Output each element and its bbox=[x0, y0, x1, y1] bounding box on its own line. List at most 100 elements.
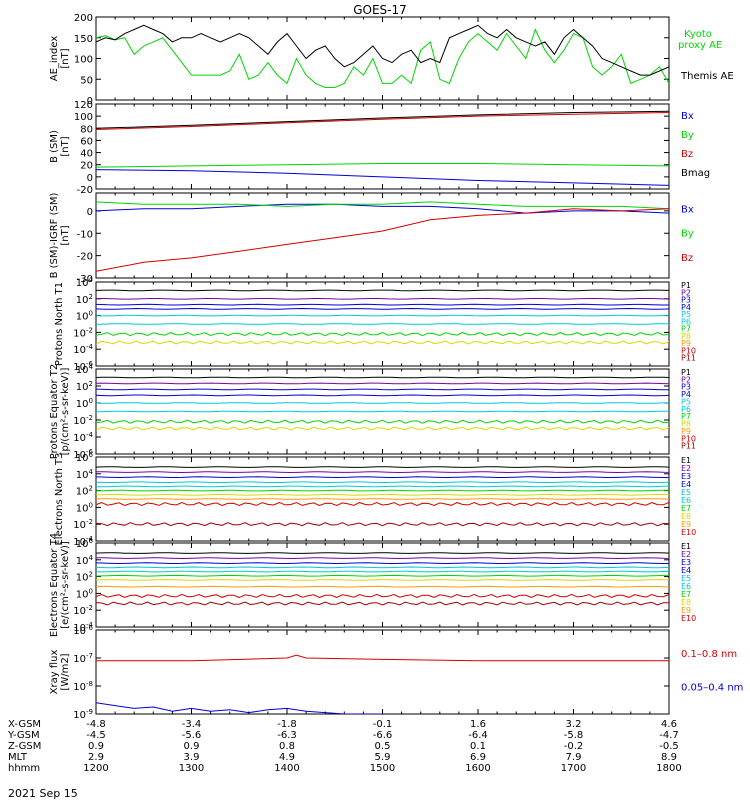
legend-entry: Kyoto proxy AE bbox=[678, 29, 722, 51]
y-tick-label: 0 bbox=[87, 96, 93, 107]
y-tick-label: 10-2 bbox=[73, 518, 93, 531]
y-tick-label: -30 bbox=[77, 274, 93, 285]
panel-frame bbox=[95, 103, 670, 190]
legend-entry: E2 bbox=[681, 550, 691, 559]
axis-row-value: 7.9 bbox=[566, 752, 582, 763]
y-tick-label: 10-4 bbox=[73, 535, 93, 548]
legend-entry: 0.1–0.8 nm bbox=[681, 649, 737, 660]
legend-entry: P5 bbox=[681, 397, 691, 406]
legend-entry: Bz bbox=[681, 149, 693, 160]
axis-row-value: -0.1 bbox=[373, 719, 393, 730]
y-tick-label: 10-2 bbox=[73, 604, 93, 617]
axis-row-value: 4.6 bbox=[661, 719, 677, 730]
data-area bbox=[96, 24, 669, 88]
axis-row-value: 1600 bbox=[465, 763, 490, 774]
legend-entry: P5 bbox=[681, 310, 691, 319]
channel-line bbox=[96, 593, 669, 598]
axis-row-label: hhmm bbox=[8, 763, 40, 774]
legend-entry: P7 bbox=[681, 412, 691, 421]
y-axis-label: AE_index[nT] bbox=[49, 36, 71, 82]
legend-entry: E5 bbox=[681, 488, 691, 497]
channel-line bbox=[96, 307, 669, 310]
axis-row-value: 1800 bbox=[656, 763, 681, 774]
y-tick-label: 104 bbox=[76, 468, 94, 481]
channel-line bbox=[96, 382, 669, 385]
legend-entry: E8 bbox=[681, 512, 691, 521]
legend-entry: E3 bbox=[681, 472, 691, 481]
series-line bbox=[96, 201, 669, 210]
channel-line bbox=[96, 485, 669, 488]
axis-row-value: -4.8 bbox=[86, 719, 106, 730]
series-line bbox=[96, 163, 669, 168]
legend-entry: Bmag bbox=[681, 168, 710, 179]
legend-entry: P1 bbox=[681, 281, 691, 290]
axis-row-value: 2.9 bbox=[88, 752, 104, 763]
channel-line bbox=[96, 289, 669, 292]
channel-line bbox=[96, 323, 669, 325]
legend-entry: E1 bbox=[681, 542, 691, 551]
legend-entry: Themis AE bbox=[680, 71, 734, 82]
legend-entry: P9 bbox=[681, 427, 691, 436]
data-area bbox=[96, 376, 669, 431]
panel-ae: 200 150 100 50 0 AE_index[nT] Kyoto proxy AE The… bbox=[49, 13, 734, 107]
y-tick-label: 100 bbox=[76, 397, 93, 410]
axis-row-value: 0.9 bbox=[88, 741, 104, 752]
y-tick-label: 60 bbox=[80, 136, 93, 147]
y-tick-label: 10-7 bbox=[73, 652, 93, 665]
y-axis-label: Protons North T1 bbox=[54, 282, 65, 366]
axis-row-value: -5.8 bbox=[564, 730, 584, 741]
axis-row-value: -3.4 bbox=[182, 719, 202, 730]
panel-frame bbox=[95, 629, 670, 715]
legend-entry: E7 bbox=[681, 590, 691, 599]
legend-entry: By bbox=[681, 229, 694, 240]
legend-entry: E9 bbox=[681, 606, 691, 615]
legend-entry: P10 bbox=[681, 434, 696, 443]
y-tick-label: 104 bbox=[76, 363, 94, 376]
axis-row-value: 4.9 bbox=[279, 752, 295, 763]
y-tick-label: 10-6 bbox=[73, 624, 93, 637]
channel-line bbox=[96, 376, 669, 379]
bottom-axis-labels: X-GSM -4.8 -3.4 -1.8 -0.1 1.6 3.2 4.6 Y-GSM -4.5 -… bbox=[7, 719, 682, 774]
axis-row-value: -4.5 bbox=[86, 730, 106, 741]
axis-row-value: 8.9 bbox=[661, 752, 677, 763]
legend-entry: P10 bbox=[681, 346, 696, 355]
legend-entry: P7 bbox=[681, 325, 691, 334]
y-axis-label: Electrons North T3 bbox=[54, 452, 65, 545]
channel-line bbox=[96, 601, 669, 606]
date-label: 2021 Sep 15 bbox=[8, 787, 78, 800]
y-axis-label: Protons Equator T2[p/(cm²-s-sr-keV)] bbox=[49, 364, 71, 460]
channel-line bbox=[96, 566, 669, 569]
axis-row-value: 1200 bbox=[83, 763, 108, 774]
axis-row-label: X-GSM bbox=[8, 719, 41, 730]
y-tick-label: -20 bbox=[77, 252, 93, 263]
legend-entry: E2 bbox=[681, 464, 691, 473]
y-tick-label: 104 bbox=[76, 276, 94, 289]
channel-line bbox=[96, 394, 669, 397]
y-tick-label: 106 bbox=[76, 537, 94, 550]
channel-line bbox=[96, 522, 669, 527]
legend-entry: P4 bbox=[681, 390, 691, 399]
axis-row-value: -0.5 bbox=[659, 741, 679, 752]
panel-frame bbox=[95, 192, 670, 279]
axis-row-value: 6.9 bbox=[470, 752, 486, 763]
axis-row-value: -0.2 bbox=[564, 741, 584, 752]
axis-row-value: 1300 bbox=[179, 763, 204, 774]
legend-entry: P11 bbox=[681, 442, 696, 451]
y-tick-label: 20 bbox=[80, 161, 93, 172]
channel-line bbox=[96, 570, 669, 573]
channel-line bbox=[96, 489, 669, 492]
channel-line bbox=[96, 498, 669, 500]
axis-row-value: -6.4 bbox=[468, 730, 488, 741]
legend-entry: By bbox=[681, 130, 694, 141]
legend-entry: E10 bbox=[681, 528, 696, 537]
axis-row-value: 0.1 bbox=[470, 741, 486, 752]
axis-row-label: MLT bbox=[8, 752, 28, 763]
legend-entry: P4 bbox=[681, 303, 691, 312]
data-area bbox=[96, 654, 669, 714]
legend-entry: E7 bbox=[681, 504, 691, 513]
series-line bbox=[96, 112, 669, 130]
